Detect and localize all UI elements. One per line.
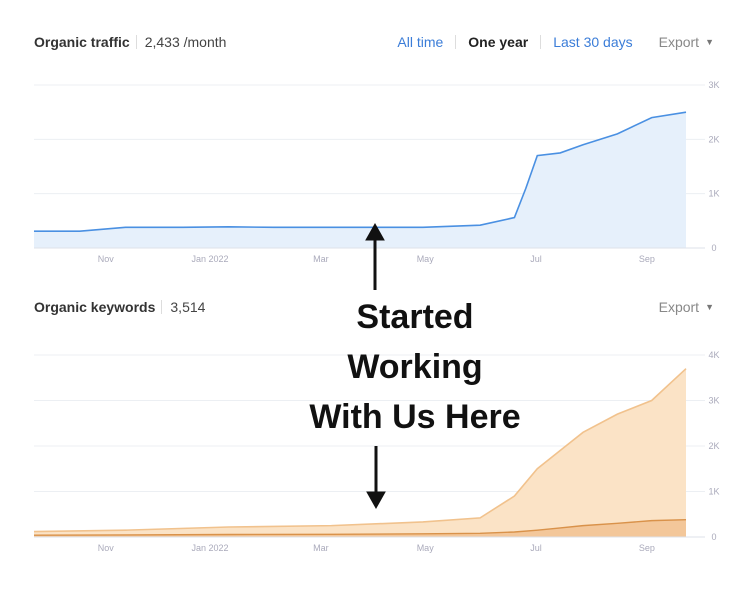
traffic-title: Organic traffic — [34, 34, 130, 50]
y-tick-label: 2K — [708, 134, 719, 144]
tab-divider — [540, 35, 542, 49]
traffic-value: 2,433 /month — [144, 34, 227, 50]
tab-all-time[interactable]: All time — [397, 34, 444, 50]
range-selector: All time One year Last 30 days Export ▼ — [385, 34, 714, 50]
x-tick-label: Mar — [313, 254, 329, 264]
chevron-down-icon: ▼ — [705, 302, 714, 312]
y-tick-label: 4K — [708, 350, 719, 360]
keywords-value: 3,514 — [170, 299, 206, 315]
annotation-line-3: With Us Here — [309, 398, 521, 436]
tab-one-year[interactable]: One year — [468, 34, 529, 50]
series-low-area — [34, 519, 686, 537]
x-tick-label: May — [417, 254, 435, 264]
x-tick-label: Nov — [98, 254, 115, 264]
annotation-text: Started Working With Us Here — [280, 292, 550, 442]
x-tick-label: Jul — [530, 254, 542, 264]
keywords-header: Organic keywords 3,514 Export ▼ — [34, 296, 714, 318]
series-low-line — [33, 519, 687, 536]
series-area — [34, 112, 686, 248]
header-divider — [135, 35, 137, 49]
series-area — [34, 368, 686, 537]
y-tick-label: 0 — [711, 532, 716, 542]
keywords-title: Organic keywords — [34, 299, 156, 315]
y-tick-label: 3K — [708, 80, 719, 90]
keywords-actions: Export ▼ — [645, 299, 714, 315]
y-tick-label: 2K — [708, 441, 719, 451]
x-tick-label: Jan 2022 — [192, 254, 229, 264]
x-tick-label: Jul — [530, 543, 542, 553]
x-tick-label: Sep — [639, 543, 655, 553]
keywords-chart: 0 1K 2K 3K 4K Nov Jan 2022 Mar May Jul Sep — [33, 350, 720, 553]
annotation-line-2: Working — [347, 348, 483, 386]
y-tick-label: 1K — [708, 189, 719, 199]
header-divider — [161, 300, 163, 314]
series-line — [34, 111, 687, 232]
keywords-export-button[interactable]: Export ▼ — [659, 299, 714, 315]
x-tick-label: Mar — [313, 543, 329, 553]
x-tick-label: Nov — [98, 543, 115, 553]
y-tick-label: 1K — [708, 487, 719, 497]
export-label: Export — [658, 299, 700, 315]
export-label: Export — [658, 34, 700, 50]
y-tick-label: 0 — [711, 243, 716, 253]
y-tick-label: 3K — [708, 396, 719, 406]
traffic-export-button[interactable]: Export ▼ — [659, 34, 714, 50]
x-tick-label: Sep — [639, 254, 655, 264]
x-tick-label: Jan 2022 — [192, 543, 229, 553]
chevron-down-icon: ▼ — [705, 37, 714, 47]
tab-divider — [455, 35, 457, 49]
tab-last-30-days[interactable]: Last 30 days — [553, 34, 633, 50]
x-tick-label: May — [417, 543, 435, 553]
traffic-chart: 0 1K 2K 3K Nov Jan 2022 Mar May Jul Sep — [33, 80, 720, 264]
annotation-line-1: Started — [356, 298, 474, 336]
traffic-header: Organic traffic 2,433 /month All time On… — [34, 31, 714, 53]
